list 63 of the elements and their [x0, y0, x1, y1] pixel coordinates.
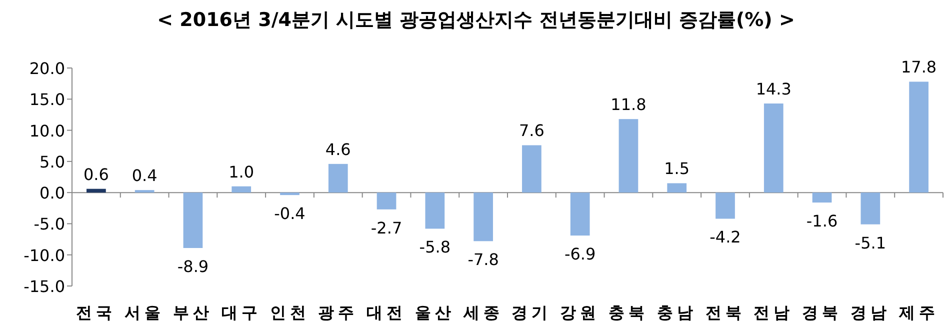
bar: [764, 104, 784, 193]
x-tick-label: 광주: [318, 303, 358, 322]
bar: [280, 192, 300, 196]
data-label: 0.4: [132, 166, 158, 186]
x-tick-label: 전북: [705, 303, 746, 322]
x-tick-label: 강원: [560, 303, 600, 322]
bar: [860, 192, 880, 224]
x-tick-label: 전국: [76, 303, 116, 322]
bar: [474, 192, 493, 242]
data-label: -7.8: [468, 250, 499, 270]
data-label: -5.1: [854, 233, 886, 252]
x-tick-label: 충남: [656, 303, 697, 322]
x-tick-label: 부산: [172, 303, 213, 322]
x-tick-label: 충북: [608, 303, 648, 322]
data-label: 17.8: [900, 58, 937, 77]
x-tick-label: 경남: [850, 303, 890, 322]
bar: [134, 190, 154, 193]
data-label: -1.6: [806, 212, 838, 231]
bar: [618, 119, 638, 193]
bar: [570, 192, 590, 236]
y-tick-label: -10.0: [24, 246, 65, 265]
x-tick-label: 대전: [366, 303, 407, 322]
y-tick-label: -5.0: [34, 214, 65, 234]
bar: [232, 186, 252, 193]
data-label: 1.0: [228, 162, 254, 182]
x-tick-label: 울산: [414, 303, 455, 322]
bar: [716, 192, 735, 219]
x-tick-label: 경북: [802, 303, 842, 322]
x-tick-label: 전남: [754, 303, 794, 322]
x-tick-label: 대구: [221, 303, 262, 322]
chart-title: < 2016년 3/4분기 시도별 광공업생산지수 전년동분기대비 증감률(%) >: [157, 9, 795, 31]
bar: [909, 82, 928, 193]
bar: [376, 192, 396, 210]
bar: [667, 183, 687, 193]
data-label: 14.3: [756, 80, 792, 99]
bar: [183, 192, 203, 248]
y-tick-label: 10.0: [29, 121, 65, 140]
data-label: -4.2: [710, 228, 741, 247]
data-label: 4.6: [325, 140, 351, 159]
data-label: 0.6: [83, 164, 109, 184]
x-tick-label: 인천: [270, 303, 310, 322]
bar: [86, 188, 106, 193]
data-label: -5.8: [419, 238, 451, 257]
data-label: 7.6: [518, 121, 544, 140]
y-tick-label: 15.0: [29, 90, 65, 110]
x-tick-label: 경기: [512, 303, 552, 322]
bar: [328, 164, 348, 193]
data-label: -6.9: [564, 244, 596, 264]
data-label: -2.7: [370, 218, 402, 238]
x-tick-label: 세종: [462, 303, 504, 322]
data-label: -8.9: [177, 257, 209, 276]
bar: [425, 192, 445, 229]
y-tick-label: 0.0: [40, 184, 65, 203]
data-label: -0.4: [274, 204, 306, 224]
x-tick-label: 서울: [124, 303, 165, 322]
data-label: 1.5: [664, 159, 690, 178]
bar: [522, 145, 542, 193]
bar: [812, 192, 832, 203]
x-tick-label: 제주: [898, 303, 939, 322]
y-tick-label: 20.0: [29, 59, 65, 78]
y-tick-label: -15.0: [24, 277, 65, 296]
data-label: 11.8: [610, 95, 646, 114]
y-tick-label: 5.0: [40, 152, 65, 172]
